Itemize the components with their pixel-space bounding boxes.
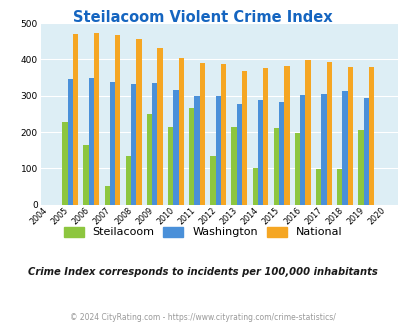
Bar — [341, 91, 347, 205]
Bar — [62, 122, 67, 205]
Bar — [336, 169, 341, 205]
Bar — [168, 126, 173, 205]
Bar — [257, 100, 262, 205]
Bar — [173, 90, 178, 205]
Bar — [199, 63, 205, 205]
Bar — [294, 133, 299, 205]
Bar — [72, 34, 78, 205]
Legend: Steilacoom, Washington, National: Steilacoom, Washington, National — [60, 223, 345, 241]
Bar — [273, 128, 278, 205]
Bar — [357, 130, 362, 205]
Bar — [83, 146, 88, 205]
Bar — [136, 39, 141, 205]
Bar — [315, 169, 320, 205]
Bar — [152, 83, 157, 205]
Bar — [104, 186, 110, 205]
Bar — [115, 35, 120, 205]
Text: Crime Index corresponds to incidents per 100,000 inhabitants: Crime Index corresponds to incidents per… — [28, 267, 377, 277]
Bar — [157, 48, 162, 205]
Bar — [126, 156, 131, 205]
Bar — [178, 57, 183, 205]
Bar — [110, 82, 115, 205]
Bar — [194, 96, 199, 205]
Bar — [131, 84, 136, 205]
Bar — [305, 60, 310, 205]
Bar — [215, 96, 220, 205]
Bar — [241, 71, 247, 205]
Bar — [210, 156, 215, 205]
Bar — [299, 95, 305, 205]
Bar — [326, 62, 331, 205]
Text: Steilacoom Violent Crime Index: Steilacoom Violent Crime Index — [73, 10, 332, 25]
Bar — [231, 126, 236, 205]
Bar — [88, 78, 94, 205]
Bar — [347, 67, 352, 205]
Bar — [368, 67, 373, 205]
Bar — [147, 114, 152, 205]
Bar — [284, 66, 289, 205]
Text: © 2024 CityRating.com - https://www.cityrating.com/crime-statistics/: © 2024 CityRating.com - https://www.city… — [70, 314, 335, 322]
Bar — [236, 104, 241, 205]
Bar — [362, 98, 368, 205]
Bar — [67, 79, 72, 205]
Bar — [189, 108, 194, 205]
Bar — [220, 64, 226, 205]
Bar — [320, 94, 326, 205]
Bar — [252, 168, 257, 205]
Bar — [278, 102, 284, 205]
Bar — [94, 33, 99, 205]
Bar — [262, 68, 268, 205]
